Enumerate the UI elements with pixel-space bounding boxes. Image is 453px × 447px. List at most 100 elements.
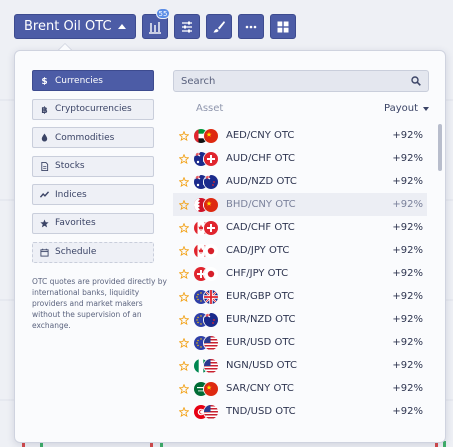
bitcoin-icon: ฿: [41, 106, 47, 114]
favorite-star-icon[interactable]: [179, 406, 190, 417]
drawing-button[interactable]: [205, 14, 232, 39]
currency-pair-flags: [194, 335, 224, 350]
asset-list: AED/CNY OTC +92% AUD/CHF OTC +92% AUD/NZD OT…: [173, 124, 427, 423]
asset-payout: +92%: [392, 176, 423, 187]
asset-row[interactable]: EUR/GBP OTC +92%: [173, 285, 427, 308]
flag-jp-icon: [204, 266, 218, 281]
asset-row[interactable]: NGN/USD OTC +92%: [173, 354, 427, 377]
toolbar: Brent Oil OTC 55: [14, 8, 296, 39]
timeframe-badge: 55: [155, 8, 171, 19]
category-favorites[interactable]: Favorites: [32, 212, 154, 234]
asset-selector-button[interactable]: Brent Oil OTC: [14, 14, 136, 39]
asset-row[interactable]: EUR/NZD OTC +92%: [173, 308, 427, 331]
flag-ch-icon: [204, 151, 218, 166]
search-input[interactable]: [181, 75, 411, 87]
favorite-star-icon[interactable]: [179, 383, 190, 394]
payout-sort-button[interactable]: Payout: [384, 103, 429, 114]
asset-payout: +92%: [392, 199, 423, 210]
scrollbar-thumb[interactable]: [438, 124, 442, 171]
asset-name: CAD/JPY OTC: [226, 245, 290, 256]
category-label: Currencies: [55, 75, 103, 86]
currency-pair-flags: [194, 128, 224, 143]
category-label: Stocks: [55, 161, 85, 172]
asset-row[interactable]: BHD/CNY OTC +92%: [173, 193, 427, 216]
asset-row[interactable]: AUD/CHF OTC +92%: [173, 147, 427, 170]
asset-row[interactable]: CHF/JPY OTC +92%: [173, 262, 427, 285]
currency-pair-flags: [194, 220, 224, 235]
category-cryptocurrencies[interactable]: ฿ Cryptocurrencies: [32, 98, 154, 120]
asset-row[interactable]: CAD/JPY OTC +92%: [173, 239, 427, 262]
favorite-star-icon[interactable]: [179, 337, 190, 348]
category-label: Cryptocurrencies: [55, 104, 132, 115]
asset-name: NGN/USD OTC: [226, 360, 298, 371]
asset-row[interactable]: SAR/CNY OTC +92%: [173, 377, 427, 400]
flag-ch-icon: [204, 220, 218, 235]
favorite-star-icon[interactable]: [179, 245, 190, 256]
category-label: Schedule: [55, 247, 97, 258]
favorite-star-icon[interactable]: [179, 176, 190, 187]
search-box: [173, 70, 429, 92]
asset-payout: +92%: [392, 314, 423, 325]
asset-column-header: Asset: [196, 103, 224, 114]
calendar-icon: [39, 248, 49, 257]
favorite-star-icon[interactable]: [179, 130, 190, 141]
brush-icon: [213, 20, 225, 32]
caret-down-icon: [423, 106, 429, 111]
category-stocks[interactable]: Stocks: [32, 155, 154, 177]
candlestick-icon: [148, 21, 161, 34]
asset-list-scrollbar[interactable]: [438, 124, 442, 424]
asset-row[interactable]: CAD/CHF OTC +92%: [173, 216, 427, 239]
trend-icon: [39, 191, 49, 199]
asset-row[interactable]: TND/USD OTC +92%: [173, 400, 427, 423]
payout-column-header: Payout: [383, 103, 418, 114]
currency-pair-flags: [194, 381, 224, 396]
category-list: $ Currencies ฿ Cryptocurrencies Commodit…: [32, 70, 154, 270]
sliders-icon: [181, 21, 192, 32]
favorite-star-icon[interactable]: [179, 291, 190, 302]
asset-payout: +92%: [392, 360, 423, 371]
category-commodities[interactable]: Commodities: [32, 127, 154, 149]
svg-text:$: $: [41, 77, 47, 85]
search-icon[interactable]: [411, 76, 421, 86]
asset-name: AED/CNY OTC: [226, 130, 295, 141]
flag-nz-icon: [204, 174, 218, 189]
favorite-star-icon[interactable]: [179, 268, 190, 279]
asset-payout: +92%: [392, 291, 423, 302]
flag-cn-icon: [204, 197, 218, 212]
currency-pair-flags: [194, 243, 224, 258]
more-button[interactable]: [237, 14, 264, 39]
asset-name: EUR/USD OTC: [226, 337, 295, 348]
category-label: Commodities: [55, 132, 115, 143]
category-schedule[interactable]: Schedule: [32, 241, 154, 263]
flag-gb-icon: [204, 289, 218, 304]
category-currencies[interactable]: $ Currencies: [32, 70, 154, 91]
asset-row[interactable]: AED/CNY OTC +92%: [173, 124, 427, 147]
asset-payout: +92%: [392, 130, 423, 141]
indicators-button[interactable]: [173, 14, 200, 39]
drop-icon: [41, 133, 47, 142]
favorite-star-icon[interactable]: [179, 153, 190, 164]
favorite-star-icon[interactable]: [179, 199, 190, 210]
flag-us-icon: [204, 404, 218, 419]
favorite-star-icon[interactable]: [179, 314, 190, 325]
asset-list-header: Asset Payout: [196, 103, 429, 117]
document-icon: [40, 161, 48, 171]
chart-type-button[interactable]: 55: [141, 8, 171, 39]
asset-payout: +92%: [392, 153, 423, 164]
category-indices[interactable]: Indices: [32, 184, 154, 206]
caret-up-icon: [117, 23, 126, 29]
favorite-star-icon[interactable]: [179, 360, 190, 371]
asset-row[interactable]: EUR/USD OTC +92%: [173, 331, 427, 354]
layout-button[interactable]: [269, 14, 296, 39]
asset-name: BHD/CNY OTC: [226, 199, 296, 210]
favorite-star-icon[interactable]: [179, 222, 190, 233]
currency-pair-flags: [194, 151, 224, 166]
asset-payout: +92%: [392, 337, 423, 348]
grid-layout-icon: [277, 21, 289, 32]
asset-name: CHF/JPY OTC: [226, 268, 289, 279]
flag-us-icon: [204, 358, 218, 373]
asset-payout: +92%: [392, 222, 423, 233]
asset-payout: +92%: [392, 268, 423, 279]
asset-row[interactable]: AUD/NZD OTC +92%: [173, 170, 427, 193]
asset-payout: +92%: [392, 383, 423, 394]
